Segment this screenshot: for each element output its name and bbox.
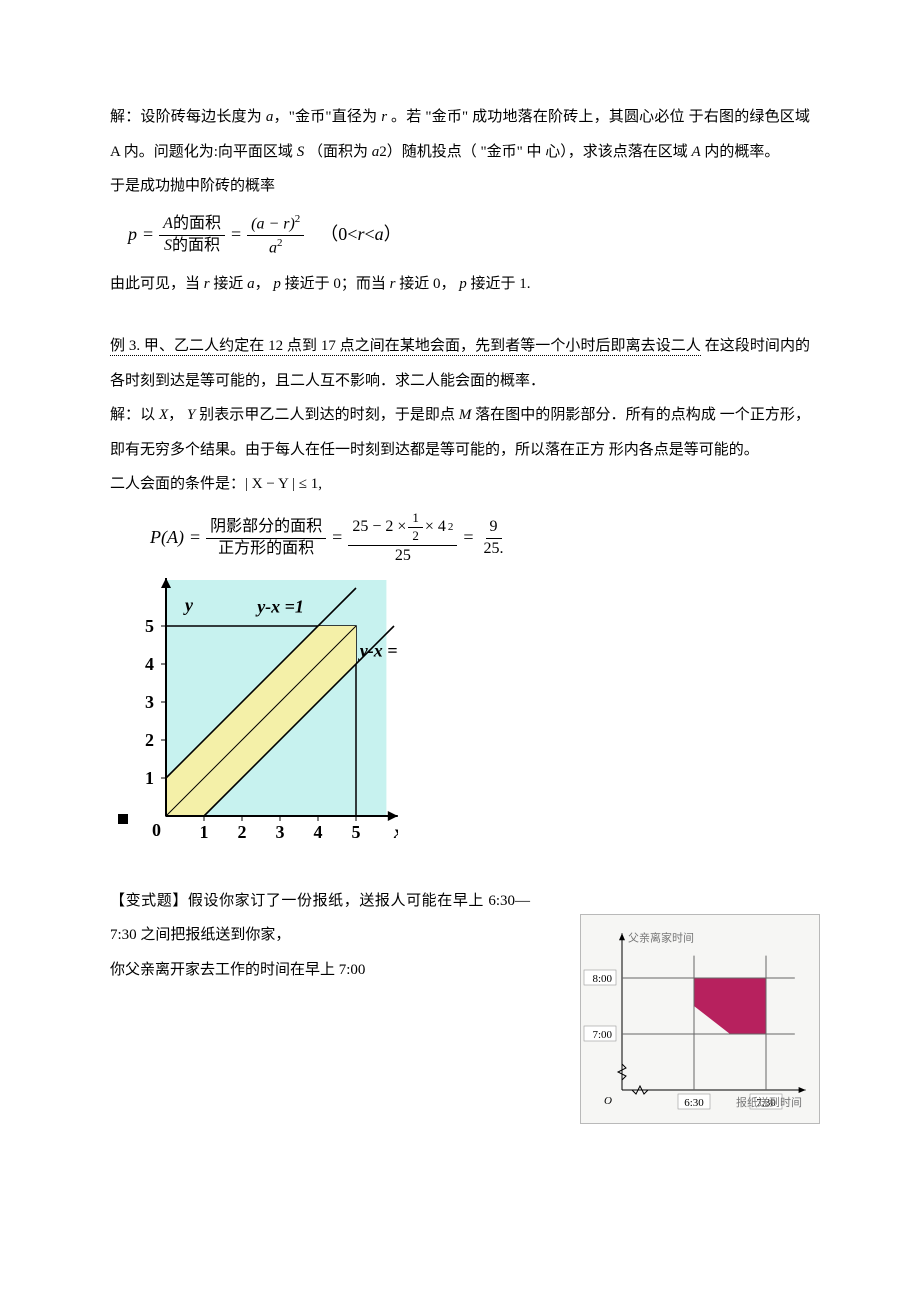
ex3-line1: 例 3. 甲、乙二人约定在 12 点到 17 点之间在某地会面，先到者等一个小时… bbox=[110, 338, 701, 356]
text: 心），求该点落在区域 bbox=[545, 144, 691, 160]
svg-text:2: 2 bbox=[238, 822, 247, 842]
svg-text:7:00: 7:00 bbox=[592, 1029, 612, 1041]
svg-text:y-x =1: y-x =1 bbox=[255, 597, 304, 617]
meeting-region-chart: 1 2 3 4 5 1 2 3 4 5 0 x y y-x =1 y-x =-1 bbox=[118, 574, 810, 860]
e: 2 bbox=[448, 520, 454, 534]
text: ， bbox=[168, 407, 187, 423]
svg-text:2: 2 bbox=[145, 730, 154, 750]
formula-PA: P(A) = 阴影部分的面积 正方形的面积 = 25 − 2 × 1 2 × 4… bbox=[150, 510, 810, 567]
svg-text:1: 1 bbox=[200, 822, 209, 842]
text: 接近于 0；而当 bbox=[281, 276, 390, 292]
svg-text:8:00: 8:00 bbox=[592, 973, 612, 985]
svg-text:O: O bbox=[604, 1095, 612, 1107]
fraction-1: 阴影部分的面积 正方形的面积 bbox=[206, 517, 326, 560]
exp: 2 bbox=[277, 237, 283, 249]
formula-inline: | X − Y | ≤ 1, bbox=[245, 476, 322, 492]
eq: = bbox=[231, 223, 241, 246]
num: 9 bbox=[486, 517, 502, 539]
svg-text:父亲离家时间: 父亲离家时间 bbox=[628, 930, 694, 944]
text: 。若 "金币" 成功地落在阶砖上，其圆心必位 bbox=[387, 109, 685, 125]
den: 正方形的面积 bbox=[214, 539, 318, 560]
text: 接近于 1. bbox=[467, 276, 531, 292]
svg-text:y: y bbox=[183, 595, 194, 615]
fraction-1: A的面积 S的面积 bbox=[159, 214, 225, 257]
svg-text:y-x =-1: y-x =-1 bbox=[358, 641, 398, 661]
fraction-2: 25 − 2 × 1 2 × 42 25 bbox=[348, 510, 457, 567]
variant-l2: 你父亲离开家去工作的时间在早上 7:00 bbox=[110, 953, 530, 988]
var-A: A bbox=[691, 144, 700, 160]
eq: = bbox=[463, 526, 473, 549]
den: 25 bbox=[391, 546, 415, 567]
lhs: P(A) bbox=[150, 526, 184, 549]
eq: = bbox=[143, 223, 153, 246]
text: 接近 0， bbox=[396, 276, 460, 292]
den: S bbox=[164, 237, 172, 254]
var-p: p bbox=[273, 276, 281, 292]
text: （面积为 bbox=[304, 144, 372, 160]
t: 25 − 2 × bbox=[352, 517, 406, 538]
fraction-2: (a − r)2 a2 bbox=[247, 212, 304, 259]
solution-1: 解：设阶砖每边长度为 a，"金币"直径为 r 。若 "金币" 成功地落在阶砖上，… bbox=[110, 100, 810, 169]
den-cn: 的面积 bbox=[172, 237, 220, 254]
svg-text:4: 4 bbox=[145, 654, 154, 674]
text: 解：设阶砖每边长度为 bbox=[110, 109, 266, 125]
eq: = bbox=[190, 526, 200, 549]
svg-text:5: 5 bbox=[352, 822, 361, 842]
variant-l1: 【变式题】假设你家订了一份报纸，送报人可能在早上 6:30—7:30 之间把报纸… bbox=[110, 884, 530, 953]
var-X: X bbox=[159, 407, 168, 423]
formula-p: p = A的面积 S的面积 = (a − r)2 a2 （0<r<a） bbox=[128, 212, 810, 259]
num: A bbox=[163, 215, 173, 232]
t: × 4 bbox=[425, 517, 446, 538]
text: 由此可见，当 bbox=[110, 276, 204, 292]
document-page: 解：设阶砖每边长度为 a，"金币"直径为 r 。若 "金币" 成功地落在阶砖上，… bbox=[0, 0, 920, 1027]
svg-text:3: 3 bbox=[145, 692, 154, 712]
svg-text:0: 0 bbox=[152, 820, 161, 840]
svg-text:报纸送到时间: 报纸送到时间 bbox=[736, 1095, 802, 1109]
chart2-svg: 7:008:006:307:30O父亲离家时间报纸送到时间 bbox=[580, 914, 820, 1124]
text: ，"金币"直径为 bbox=[273, 109, 381, 125]
text: 别表示甲乙二人到达的时刻，于是即点 bbox=[195, 407, 458, 423]
eq: = bbox=[332, 526, 342, 549]
svg-text:5: 5 bbox=[145, 616, 154, 636]
den: 25. bbox=[480, 539, 508, 560]
text: 内的概率。 bbox=[701, 144, 780, 160]
svg-text:6:30: 6:30 bbox=[684, 1097, 704, 1109]
svg-text:4: 4 bbox=[314, 822, 323, 842]
exp: 2 bbox=[295, 213, 301, 225]
den: a bbox=[269, 239, 277, 256]
text: 形内各点是等可能的。 bbox=[609, 442, 759, 458]
ex3-solution: 解：以 X， Y 别表示甲乙二人到达的时刻，于是即点 M 落在图中的阴影部分．所… bbox=[110, 398, 810, 467]
text: 落在图中的阴影部分．所有的点构成 bbox=[471, 407, 716, 423]
example-3: 例 3. 甲、乙二人约定在 12 点到 17 点之间在某地会面，先到者等一个小时… bbox=[110, 329, 810, 398]
svg-text:1: 1 bbox=[145, 768, 154, 788]
svg-text:3: 3 bbox=[276, 822, 285, 842]
spacer bbox=[110, 301, 810, 329]
d: 2 bbox=[408, 528, 423, 545]
num: 阴影部分的面积 bbox=[206, 517, 326, 539]
num: (a − r) bbox=[251, 215, 295, 232]
newspaper-region-chart: 7:008:006:307:30O父亲离家时间报纸送到时间 bbox=[580, 914, 820, 1138]
text: 解：以 bbox=[110, 407, 159, 423]
text: 接近 bbox=[210, 276, 248, 292]
text: 于是成功抛中阶砖的概率 bbox=[110, 169, 810, 204]
n: 1 bbox=[408, 510, 423, 528]
text: 2）随机投点（ "金币" 中 bbox=[379, 144, 541, 160]
num-cn: 的面积 bbox=[173, 215, 221, 232]
var-a: a bbox=[247, 276, 255, 292]
lhs: p bbox=[128, 223, 137, 246]
svg-text:x: x bbox=[393, 822, 398, 842]
conclusion-1: 由此可见，当 r 接近 a， p 接近于 0；而当 r 接近 0， p 接近于 … bbox=[110, 267, 810, 302]
condition: （0<r<a） bbox=[320, 223, 401, 246]
var-p: p bbox=[459, 276, 467, 292]
meeting-condition: 二人会面的条件是：| X − Y | ≤ 1, bbox=[110, 467, 810, 502]
chart1-svg: 1 2 3 4 5 1 2 3 4 5 0 x y y-x =1 y-x =-1 bbox=[118, 574, 398, 846]
text: 二人会面的条件是： bbox=[110, 476, 245, 492]
fraction-3: 9 25. bbox=[480, 517, 508, 560]
variant-problem: 【变式题】假设你家订了一份报纸，送报人可能在早上 6:30—7:30 之间把报纸… bbox=[110, 884, 810, 988]
text: ， bbox=[255, 276, 274, 292]
var-M: M bbox=[459, 407, 472, 423]
